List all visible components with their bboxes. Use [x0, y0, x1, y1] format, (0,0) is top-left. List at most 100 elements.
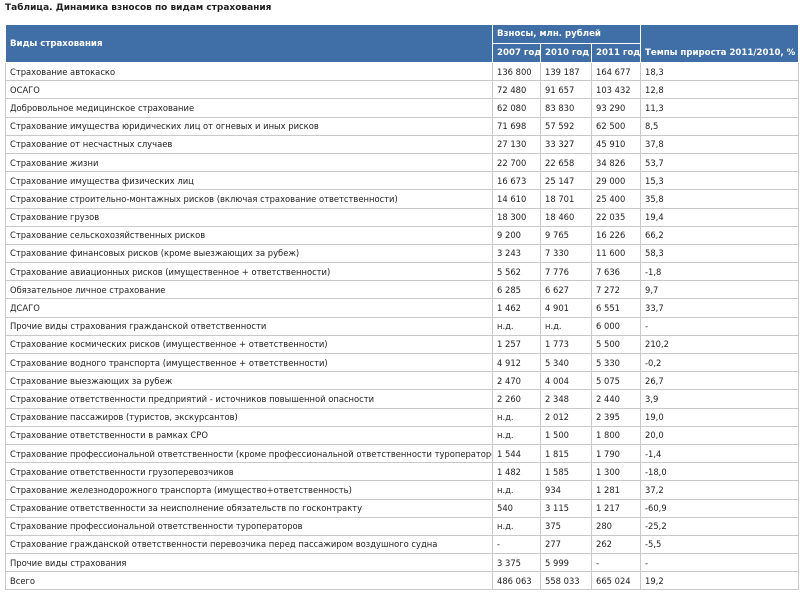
cell: н.д. [492, 516, 541, 536]
cell: 3 115 [540, 498, 592, 518]
cell: 665 024 [591, 571, 641, 591]
cell: -25,2 [640, 516, 799, 536]
cell: - [492, 534, 541, 555]
cell: 2 348 [540, 389, 592, 409]
cell: 22 658 [540, 152, 592, 173]
header-cell: Темпы прироста 2011/2010, % [640, 24, 799, 63]
table-row: Страхование авиационных рисков (имуществ… [5, 262, 799, 282]
cell: 33 327 [540, 134, 592, 154]
cell: 375 [540, 516, 592, 536]
cell: 3 375 [492, 553, 541, 573]
cell: 1 544 [492, 443, 541, 464]
cell: 2 470 [492, 371, 541, 391]
table-row: Страхование имущества юридических лиц от… [5, 116, 799, 136]
table-row: Страхование автокаско 136 800 139 187 164 6… [5, 61, 799, 82]
table-row: Страхование ответственности предприятий … [5, 389, 799, 409]
cell: 1 500 [540, 425, 592, 445]
cell: 9,7 [640, 280, 799, 300]
cell: 6 627 [540, 280, 592, 300]
cell: 6 000 [591, 316, 641, 336]
cell: 53,7 [640, 152, 799, 173]
table-row: Прочие виды страхования 3 375 5 999- - [5, 553, 799, 573]
row-label: Страхование от несчастных случаев [5, 134, 493, 154]
cell: 1 815 [540, 443, 592, 464]
cell: 57 592 [540, 116, 592, 136]
cell: 4 901 [540, 298, 592, 318]
cell: н.д. [540, 316, 592, 336]
row-label: Страхование имущества юридических лиц от… [5, 116, 493, 136]
table-row: Страхование профессиональной ответственн… [5, 443, 799, 464]
row-label: ДСАГО [5, 298, 493, 318]
cell: 9 765 [540, 225, 592, 245]
row-label: Всего [5, 571, 493, 591]
header-cell: 2007 год [492, 43, 541, 63]
cell: 6 551 [591, 298, 641, 318]
row-label: Страхование жизни [5, 152, 493, 173]
cell: 4 912 [492, 352, 541, 373]
cell: 8,5 [640, 116, 799, 136]
table-row: Страхование профессиональной ответственн… [5, 516, 799, 536]
cell: 26,7 [640, 371, 799, 391]
cell: 280 [591, 516, 641, 536]
cell: 34 826 [591, 152, 641, 173]
table-row: Страхование жизни 22 700 22 658 34 826 53,7 [5, 152, 799, 173]
row-label: Страхование финансовых рисков (кроме вые… [5, 243, 493, 264]
table-row: Обязательное личное страхование 6 285 6 62… [5, 280, 799, 300]
cell: 27 130 [492, 134, 541, 154]
table-title: Таблица. Динамика взносов по видам страх… [5, 3, 272, 13]
cell: 210,2 [640, 334, 799, 355]
table-row: Страхование грузов 18 300 18 460 22 035 19,4 [5, 207, 799, 227]
table-row: Страхование сельскохозяйственных рисков 9… [5, 225, 799, 245]
cell: 91 657 [540, 80, 592, 100]
cell: 35,8 [640, 189, 799, 209]
row-label: Страхование ответственности в рамках СРО [5, 425, 493, 445]
cell: 1 800 [591, 425, 641, 445]
row-label: ОСАГО [5, 80, 493, 100]
row-label: Обязательное личное страхование [5, 280, 493, 300]
cell: 18 460 [540, 207, 592, 227]
cell: 22 035 [591, 207, 641, 227]
cell: 33,7 [640, 298, 799, 318]
cell: 19,4 [640, 207, 799, 227]
cell: 5 340 [540, 352, 592, 373]
cell: 277 [540, 534, 592, 555]
cell: 11,3 [640, 98, 799, 118]
cell: 19,2 [640, 571, 799, 591]
cell: 7 330 [540, 243, 592, 264]
cell: 1 790 [591, 443, 641, 464]
row-label: Страхование авиационных рисков (имуществ… [5, 262, 493, 282]
cell: 58,3 [640, 243, 799, 264]
table-row: Страхование гражданской ответственности … [5, 534, 799, 555]
cell: 5 500 [591, 334, 641, 355]
cell: 1 300 [591, 462, 641, 482]
table-row: Страхование финансовых рисков (кроме вые… [5, 243, 799, 264]
cell: 2 395 [591, 407, 641, 427]
cell: 11 600 [591, 243, 641, 264]
cell: 16 673 [492, 171, 541, 191]
table-row: Страхование выезжающих за рубеж 2 470 4 00… [5, 371, 799, 391]
cell: 7 776 [540, 262, 592, 282]
table-row: ОСАГО 72 480 91 657 103 432 12,8 [5, 80, 799, 100]
cell: - [640, 316, 799, 336]
table-row: Прочие виды страхования гражданской отве… [5, 316, 799, 336]
cell: 1 773 [540, 334, 592, 355]
cell: 62 080 [492, 98, 541, 118]
table-row: Страхование строительно-монтажных рисков… [5, 189, 799, 209]
cell: 25 147 [540, 171, 592, 191]
table-body: Страхование автокаско 136 800 139 187 164 6… [5, 61, 799, 591]
row-label: Страхование автокаско [5, 61, 493, 82]
data-table: Виды страхования Взносы, млн. рублей Тем… [5, 24, 799, 591]
cell: 12,8 [640, 80, 799, 100]
cell: 93 290 [591, 98, 641, 118]
cell: 540 [492, 498, 541, 518]
cell: н.д. [492, 480, 541, 500]
cell: 18,3 [640, 61, 799, 82]
cell: - [640, 553, 799, 573]
table-row: ДСАГО 1 462 4 901 6 551 33,7 [5, 298, 799, 318]
cell: -1,4 [640, 443, 799, 464]
cell: 18 701 [540, 189, 592, 209]
table-row: Страхование от несчастных случаев 27 130 3… [5, 134, 799, 154]
cell: 5 075 [591, 371, 641, 391]
cell: 139 187 [540, 61, 592, 82]
cell: 71 698 [492, 116, 541, 136]
